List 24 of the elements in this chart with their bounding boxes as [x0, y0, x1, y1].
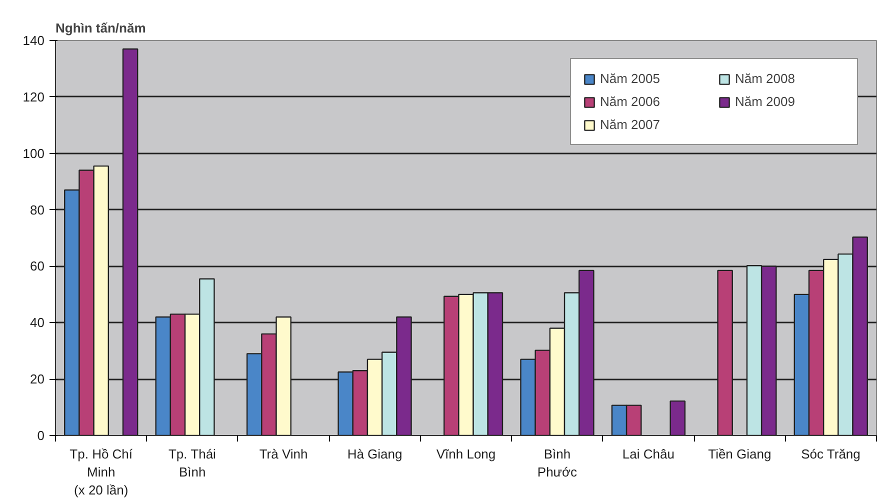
bar: [670, 400, 686, 436]
y-tick-label: 60: [30, 258, 45, 274]
legend-label: Năm 2007: [600, 117, 661, 132]
x-tick-label: Trà Vinh: [259, 446, 308, 462]
y-tick-label: 20: [30, 372, 45, 387]
x-tick-label: Vĩnh Long: [436, 446, 496, 462]
x-tick-label: Hà Giang: [347, 446, 402, 462]
y-tick-label: 120: [22, 89, 45, 104]
legend-label: Năm 2006: [600, 94, 661, 109]
x-tick-label: Tiền Giang: [708, 446, 772, 462]
legend-label: Năm 2008: [735, 71, 796, 86]
x-tick-label: Tp. Hồ Chí Minh (x 20 lần): [70, 446, 133, 498]
y-tick-label: 140: [22, 33, 45, 48]
x-tick-label: Lai Châu: [622, 446, 674, 462]
x-tick-label: Sóc Trăng: [801, 446, 860, 462]
legend-label: Năm 2009: [735, 94, 796, 109]
legend-label: Năm 2005: [600, 71, 661, 86]
y-tick-label: 0: [37, 428, 45, 443]
y-tick-label: 40: [30, 315, 45, 330]
y-tick-label: 100: [22, 146, 45, 161]
y-axis-title: Nghìn tấn/năm: [56, 20, 146, 36]
x-tick-label: Bình Phước: [537, 446, 578, 480]
x-tick-label: Tp. Thái Bình: [168, 446, 216, 480]
y-tick-label: 80: [30, 202, 45, 218]
